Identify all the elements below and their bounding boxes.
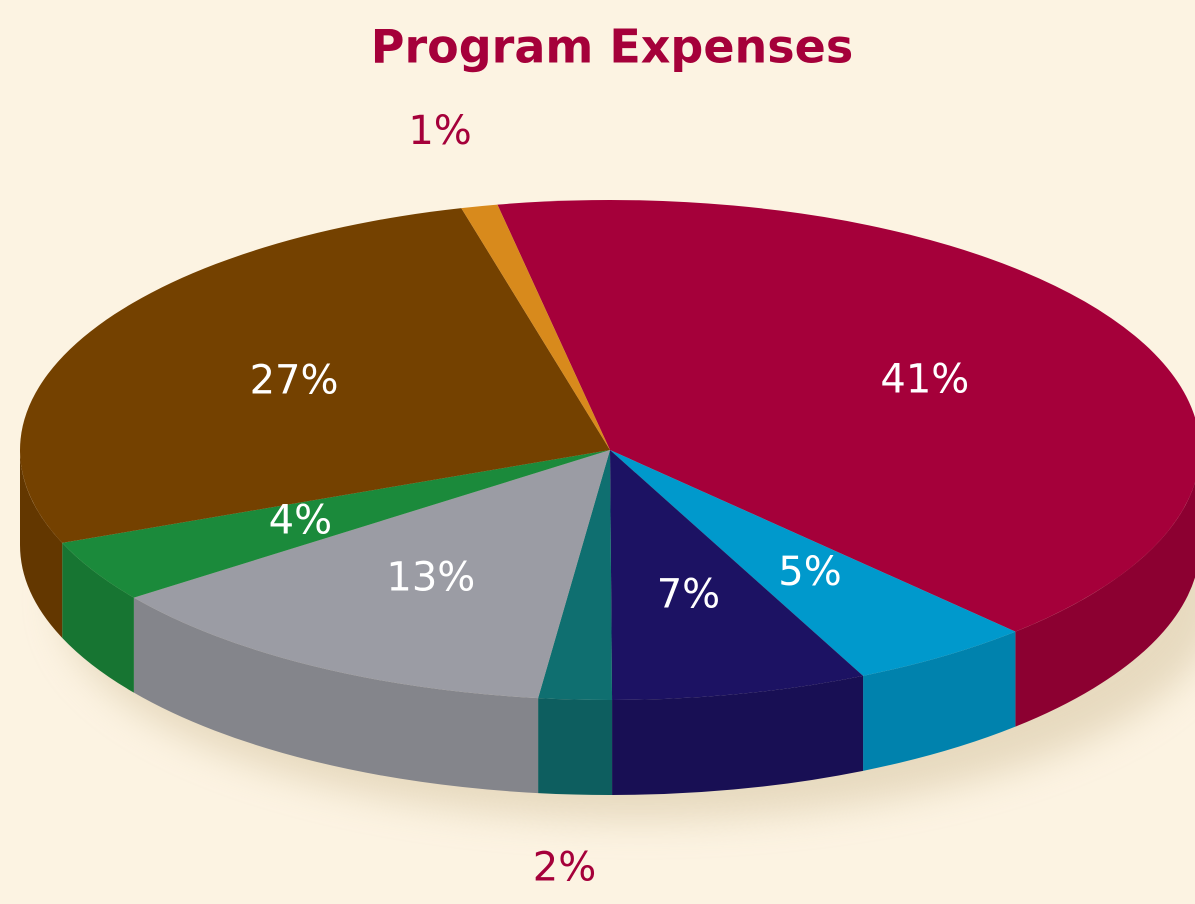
data-label: 7% (657, 571, 720, 617)
slice-side (863, 631, 1016, 771)
data-label: 27% (250, 357, 339, 403)
chart-title: Program Expenses (371, 20, 854, 74)
slice-side (62, 542, 134, 693)
data-label: 4% (269, 498, 332, 544)
slices (19, 200, 1195, 700)
slice-side (612, 675, 864, 795)
slice (610, 450, 864, 700)
slice (133, 450, 610, 699)
slice (19, 208, 610, 543)
slice-side (20, 450, 63, 638)
data-label: 2% (533, 844, 596, 890)
data-label: 5% (778, 549, 841, 595)
slice (538, 450, 613, 700)
slice (461, 204, 610, 450)
slice-side (133, 597, 539, 794)
slice-side (1015, 482, 1195, 727)
slice (497, 200, 1195, 632)
slice (610, 450, 1016, 676)
slice-side (538, 698, 613, 795)
slice (62, 450, 611, 598)
data-label: 1% (408, 108, 471, 154)
data-label: 13% (386, 554, 475, 600)
data-label: 41% (880, 356, 969, 402)
sides (20, 450, 1195, 795)
labels: 41% 5% 7% 2% 13% 4% 27% 1% (250, 108, 970, 890)
